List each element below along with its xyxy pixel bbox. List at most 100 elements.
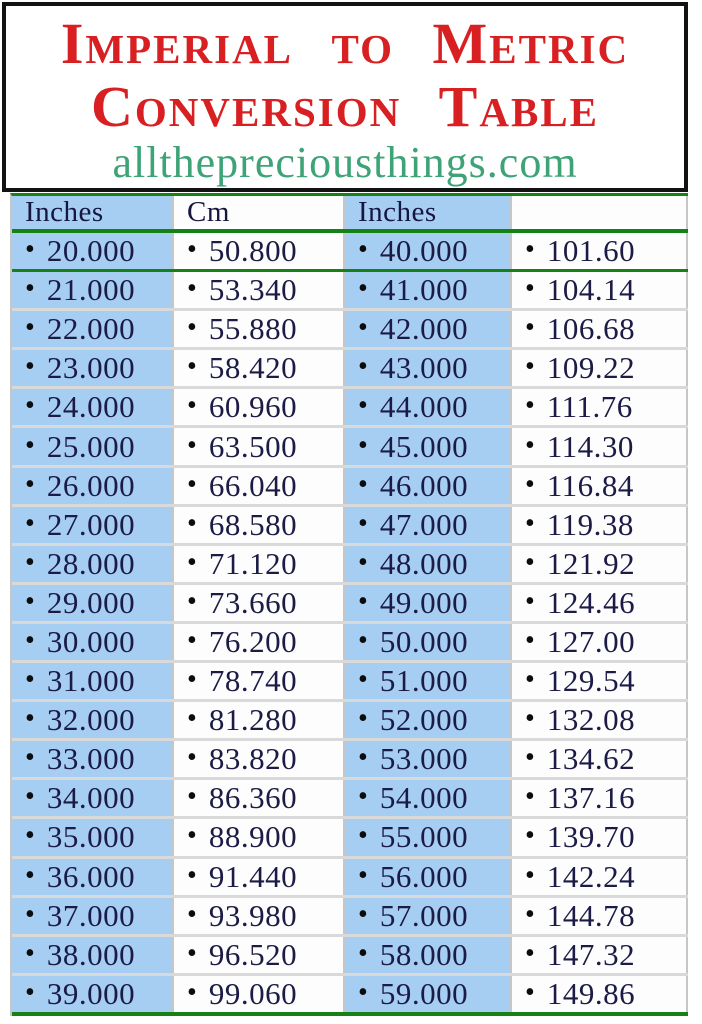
bullet-icon: • [525,703,535,735]
table-cell: • 134.62 [512,741,688,778]
bullet-icon: • [358,546,368,578]
bullet-icon: • [187,859,197,891]
cell-value: 34.000 [46,780,136,816]
bullet-icon: • [25,742,35,774]
cell-value: 116.84 [546,467,634,503]
cell-value: 59.000 [379,975,469,1011]
table-row: • 20.000 • 50.800 • 40.000 • 101.60 [12,233,688,270]
bullet-icon: • [525,820,535,852]
cell-value: 127.00 [546,623,636,659]
bullet-icon: • [525,312,535,344]
cell-value: 81.280 [208,702,298,738]
table-cell: • 58.420 [174,350,345,387]
bullet-icon: • [25,937,35,969]
cell-value: 52.000 [379,702,469,738]
bullet-icon: • [358,664,368,696]
cell-value: 93.980 [208,897,298,933]
table-cell: • 96.520 [174,936,345,973]
cell-value: 26.000 [46,467,136,503]
bullet-icon: • [358,624,368,656]
table-cell: • 53.000 [345,741,512,778]
bullet-icon: • [358,468,368,500]
table-cell: • 104.14 [512,272,688,309]
bullet-icon: • [187,429,197,461]
table-row: • 36.000 • 91.440 • 56.000 • 142.24 [12,855,688,895]
bullet-icon: • [187,507,197,539]
cell-value: 54.000 [379,780,469,816]
table-cell: • 106.68 [512,311,688,348]
cell-value: 25.000 [46,428,136,464]
table-cell: • 37.000 [12,897,174,934]
cell-value: 42.000 [379,311,469,347]
cell-value: 43.000 [379,350,469,386]
bullet-icon: • [525,624,535,656]
table-cell: • 119.38 [512,506,688,543]
bullet-icon: • [187,937,197,969]
cell-value: 121.92 [546,545,636,581]
table-row: • 35.000 • 88.900 • 55.000 • 139.70 [12,816,688,856]
table-cell: • 83.820 [174,741,345,778]
cell-value: 51.000 [379,663,469,699]
table-cell: • 101.60 [512,233,688,270]
bullet-icon: • [187,468,197,500]
table-cell: • 41.000 [345,272,512,309]
table-row: • 24.000 • 60.960 • 44.000 • 111.76 [12,386,688,426]
table-cell: • 60.960 [174,389,345,426]
table-cell: • 52.000 [345,702,512,739]
bullet-icon: • [358,585,368,617]
cell-value: 124.46 [546,584,636,620]
cell-value: 56.000 [379,858,469,894]
cell-value: 83.820 [208,741,298,777]
cell-value: 32.000 [46,702,136,738]
website-url: allthepreciousthings.com [112,138,578,187]
bullet-icon: • [358,898,368,930]
cell-value: 142.24 [546,858,636,894]
cell-value: 147.32 [546,936,636,972]
column-header-inches-1: Inches [12,196,174,229]
bullet-icon: • [187,351,197,383]
table-cell: • 36.000 [12,858,174,895]
cell-value: 111.76 [546,389,633,425]
cell-value: 45.000 [379,428,469,464]
bullet-icon: • [25,351,35,383]
bullet-icon: • [25,898,35,930]
bullet-icon: • [525,781,535,813]
page-title-line1: Imperial to Metric [60,11,630,76]
table-cell: • 114.30 [512,428,688,465]
table-cell: • 50.000 [345,623,512,661]
bullet-icon: • [25,703,35,735]
table-cell: • 137.16 [512,780,688,817]
table-cell: • 30.000 [12,623,174,661]
bullet-icon: • [25,976,35,1008]
table-cell: • 42.000 [345,311,512,348]
table-row: • 38.000 • 96.520 • 58.000 • 147.32 [12,933,688,973]
column-header-inches-2: Inches [345,196,512,229]
table-row: • 34.000 • 86.360 • 54.000 • 137.16 [12,777,688,817]
bullet-icon: • [25,507,35,539]
table-cell: • 144.78 [512,897,688,934]
table-cell: • 28.000 [12,545,174,582]
table-cell: • 54.000 [345,780,512,817]
cell-value: 44.000 [379,389,469,425]
header-box: Imperial to Metric Conversion Table allt… [2,2,688,192]
table-cell: • 45.000 [345,428,512,465]
cell-value: 53.340 [208,272,298,308]
bullet-icon: • [358,703,368,735]
bullet-icon: • [187,234,197,266]
cell-value: 129.54 [546,663,636,699]
cell-value: 29.000 [46,584,136,620]
table-cell: • 59.000 [345,975,512,1012]
bullet-icon: • [358,742,368,774]
cell-value: 109.22 [546,350,636,386]
cell-value: 60.960 [208,389,298,425]
cell-value: 48.000 [379,545,469,581]
cell-value: 134.62 [546,741,636,777]
cell-value: 99.060 [208,975,298,1011]
cell-value: 22.000 [46,311,136,347]
table-cell: • 78.740 [174,663,345,700]
bullet-icon: • [358,390,368,422]
table-cell: • 66.040 [174,467,345,504]
table-cell: • 29.000 [12,584,174,621]
table-cell: • 26.000 [12,467,174,504]
table-row: • 22.000 • 55.880 • 42.000 • 106.68 [12,308,688,348]
